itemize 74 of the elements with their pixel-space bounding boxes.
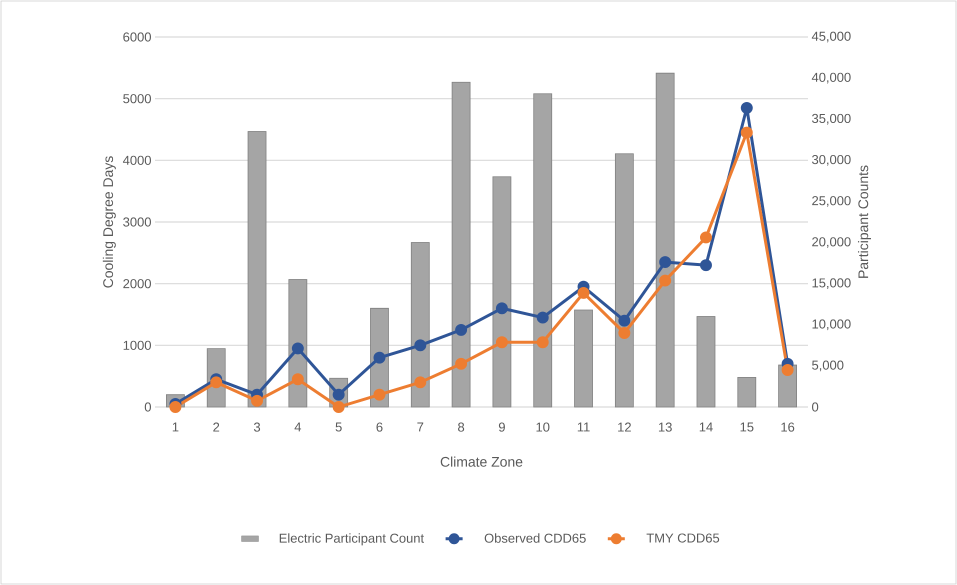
x-tick-label: 12 xyxy=(618,422,631,432)
y2-tick-label: 35,000 xyxy=(812,114,851,125)
bar xyxy=(614,153,634,408)
point xyxy=(536,336,549,348)
bar xyxy=(656,72,675,408)
point xyxy=(292,373,304,386)
x-tick-label: 2 xyxy=(213,422,220,432)
legend-label: TMY CDD65 xyxy=(646,533,720,543)
point xyxy=(578,286,590,299)
bar xyxy=(737,377,756,408)
point xyxy=(659,274,672,287)
y2-axis-title: Participant Counts xyxy=(858,166,871,278)
x-tick-label: 9 xyxy=(498,422,505,432)
y-axis-title: Cooling Degree Days xyxy=(102,156,116,288)
y-tick-label: 2000 xyxy=(123,279,151,288)
y2-tick-label: 45,000 xyxy=(812,32,851,42)
y-tick-label: 5000 xyxy=(123,94,151,104)
y2-tick-label: 5,000 xyxy=(812,360,844,372)
x-axis-title: Climate Zone xyxy=(440,456,522,467)
point xyxy=(700,231,712,244)
x-tick-label: 5 xyxy=(336,422,342,432)
point xyxy=(536,312,549,324)
y2-tick-label: 20,000 xyxy=(812,237,851,248)
point xyxy=(455,324,468,336)
bar xyxy=(410,242,430,408)
point xyxy=(740,102,753,114)
point xyxy=(618,314,630,327)
x-tick-label: 7 xyxy=(417,422,424,432)
y2-tick-label: 0 xyxy=(812,402,818,412)
y2-tick-label: 40,000 xyxy=(812,72,851,84)
y-tick-label: 4000 xyxy=(122,156,151,165)
y2-tick-label: 15,000 xyxy=(812,278,851,290)
x-tick-label: 3 xyxy=(254,422,260,432)
bar xyxy=(533,93,552,408)
y-tick-label: 0 xyxy=(144,402,151,412)
y-tick-label: 1000 xyxy=(124,340,151,350)
x-tick-label: 1 xyxy=(172,422,178,432)
x-tick-label: 16 xyxy=(781,422,794,432)
bar xyxy=(248,131,266,408)
y2-tick-label: 30,000 xyxy=(812,154,851,166)
point xyxy=(740,126,753,139)
point xyxy=(455,358,468,370)
y2-tick-label: 10,000 xyxy=(812,319,851,330)
point xyxy=(782,364,794,376)
point xyxy=(373,388,386,401)
point xyxy=(659,256,672,268)
y2-tick-label: 25,000 xyxy=(812,196,851,207)
bar xyxy=(696,316,716,408)
x-tick-label: 4 xyxy=(294,422,302,432)
bar xyxy=(574,310,593,408)
x-tick-label: 6 xyxy=(376,422,383,432)
x-tick-label: 8 xyxy=(458,422,464,432)
bar xyxy=(452,82,470,408)
point xyxy=(292,342,304,354)
bar xyxy=(492,176,512,408)
y-tick-label: 3000 xyxy=(123,217,151,227)
point xyxy=(251,394,264,407)
point xyxy=(373,352,386,364)
y-tick-label: 6000 xyxy=(123,32,151,42)
point xyxy=(496,302,508,314)
point xyxy=(496,336,508,348)
x-tick-label: 11 xyxy=(578,422,590,432)
x-tick-label: 10 xyxy=(536,422,550,432)
point xyxy=(618,327,630,339)
point xyxy=(414,339,426,352)
x-tick-label: 14 xyxy=(700,422,713,432)
point xyxy=(210,376,222,388)
x-tick-label: 13 xyxy=(658,422,672,432)
point xyxy=(414,376,426,388)
point xyxy=(700,259,712,272)
legend-label: Observed CDD65 xyxy=(484,533,586,543)
point xyxy=(332,401,345,413)
x-tick-label: 15 xyxy=(740,422,754,432)
legend-label: Electric Participant Count xyxy=(280,533,424,546)
